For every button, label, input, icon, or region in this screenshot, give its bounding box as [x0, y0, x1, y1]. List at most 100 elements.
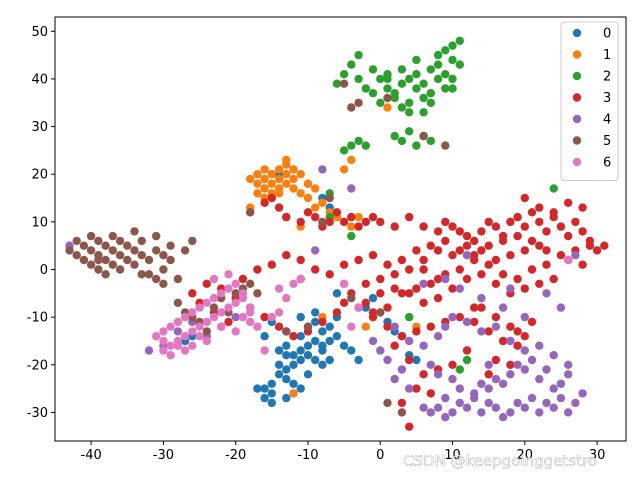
data-point [318, 360, 327, 369]
data-point [513, 212, 522, 222]
data-point [289, 379, 298, 388]
data-point [303, 351, 313, 360]
data-point [426, 241, 435, 250]
data-point [180, 346, 190, 355]
data-point [462, 251, 472, 260]
data-point [535, 279, 544, 288]
data-point [462, 274, 472, 284]
data-point [274, 308, 284, 317]
data-point [477, 408, 486, 417]
data-point [448, 408, 457, 417]
data-point [527, 393, 537, 403]
data-point [571, 251, 580, 260]
data-point [289, 165, 298, 174]
data-point [520, 193, 529, 203]
data-point [318, 341, 327, 350]
data-point [455, 227, 464, 236]
data-point [152, 274, 161, 284]
data-point [549, 208, 558, 217]
data-point [419, 298, 428, 307]
data-point [108, 231, 118, 241]
data-point [202, 279, 211, 288]
data-point [347, 155, 356, 165]
data-point [484, 398, 493, 408]
data-point [405, 384, 414, 393]
data-point [455, 265, 464, 274]
x-tick-label: 30 [589, 448, 606, 463]
data-point [491, 355, 501, 365]
data-point [397, 398, 407, 408]
data-point [318, 198, 327, 207]
x-tick-label: -20 [225, 448, 246, 463]
data-point [578, 203, 587, 212]
data-point [130, 227, 139, 236]
data-point [535, 203, 544, 212]
data-point [506, 360, 515, 369]
data-point [441, 70, 450, 79]
data-point [376, 308, 385, 317]
data-point [159, 279, 168, 288]
x-tick-label: -40 [81, 448, 102, 463]
data-point [470, 236, 479, 246]
data-point [274, 322, 284, 331]
data-point [354, 74, 363, 84]
data-point [246, 208, 255, 217]
data-point [383, 322, 392, 331]
data-point [209, 312, 219, 322]
data-point [368, 336, 378, 346]
data-point [173, 317, 183, 327]
data-point [426, 389, 435, 398]
data-point [325, 322, 334, 331]
data-point [86, 246, 96, 255]
data-point [202, 298, 211, 307]
data-point [448, 251, 457, 260]
data-point [513, 274, 522, 284]
data-point [267, 179, 276, 188]
data-point [549, 351, 558, 360]
data-point [571, 217, 580, 227]
data-point [347, 293, 356, 303]
data-point [527, 355, 537, 365]
data-point [535, 241, 544, 250]
data-point [462, 317, 472, 327]
data-point [484, 360, 493, 369]
data-point [318, 217, 327, 227]
data-point [426, 322, 435, 331]
data-point [441, 217, 450, 227]
data-point [433, 74, 443, 84]
data-point [462, 231, 472, 241]
data-point [455, 312, 464, 322]
data-point [282, 212, 291, 222]
data-point [159, 327, 168, 336]
data-point [513, 341, 522, 350]
data-point [267, 398, 276, 408]
data-point [296, 189, 305, 198]
data-point [173, 327, 183, 336]
data-point [506, 370, 515, 379]
data-point [412, 384, 421, 393]
x-tick-label: 0 [376, 448, 384, 463]
data-point [506, 251, 515, 260]
data-point [484, 327, 493, 336]
legend-label-2: 2 [603, 70, 611, 85]
data-point [419, 403, 428, 412]
data-point [520, 246, 529, 255]
data-point [289, 174, 298, 184]
data-point [556, 303, 566, 312]
data-point [296, 346, 305, 355]
data-point [426, 98, 435, 108]
data-point [426, 136, 435, 146]
data-point [520, 365, 529, 374]
data-point [289, 360, 298, 369]
data-point [108, 260, 118, 269]
data-point [405, 312, 414, 322]
data-point [260, 393, 269, 403]
data-point [289, 184, 298, 193]
data-point [137, 236, 146, 246]
data-point [390, 341, 399, 350]
y-tick-label: 40 [31, 72, 48, 87]
data-point [578, 389, 587, 398]
data-point [470, 251, 479, 260]
data-point [535, 374, 544, 384]
data-point [282, 327, 291, 336]
